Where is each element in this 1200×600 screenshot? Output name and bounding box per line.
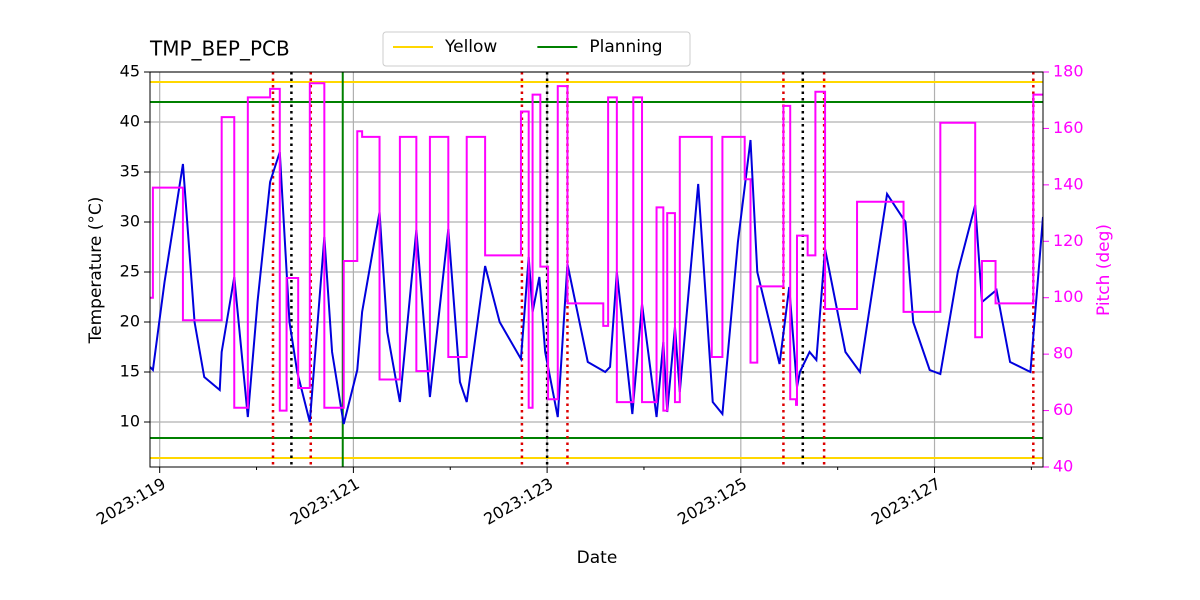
x-tick-label: 2023:123 bbox=[480, 474, 556, 529]
y2-axis-label: Pitch (deg) bbox=[1094, 224, 1114, 316]
y2-tick-label: 80 bbox=[1053, 344, 1073, 363]
y2-tick-label: 180 bbox=[1053, 62, 1084, 81]
y-tick-label: 20 bbox=[120, 312, 140, 331]
y-tick-label: 45 bbox=[120, 62, 140, 81]
y-axis-label: Temperature (°C) bbox=[86, 197, 106, 345]
x-tick-label: 2023:125 bbox=[674, 474, 750, 529]
data-line bbox=[150, 82, 1043, 412]
y2-tick-label: 160 bbox=[1053, 118, 1084, 137]
y-tick-label: 15 bbox=[120, 362, 140, 381]
y2-tick-label: 40 bbox=[1053, 457, 1073, 476]
legend-box bbox=[382, 31, 691, 67]
x-tick-label: 2023:127 bbox=[868, 474, 944, 529]
y2-tick-label: 140 bbox=[1053, 174, 1084, 193]
x-tick-label: 2023:119 bbox=[93, 474, 169, 529]
y2-tick-label: 120 bbox=[1053, 231, 1084, 250]
plot-frame bbox=[149, 71, 1044, 468]
y-tick-label: 30 bbox=[120, 212, 140, 231]
y2-tick-label: 100 bbox=[1053, 287, 1084, 306]
legend-label: Yellow bbox=[444, 37, 497, 57]
y-tick-label: 35 bbox=[120, 162, 140, 181]
data-line bbox=[150, 139, 1043, 425]
x-tick-label: 2023:121 bbox=[287, 474, 363, 529]
plot-area bbox=[150, 72, 1043, 467]
x-axis-label: Date bbox=[577, 548, 618, 568]
y-tick-label: 25 bbox=[120, 262, 140, 281]
legend-label: Planning bbox=[589, 37, 662, 57]
chart-title: TMP_BEP_PCB bbox=[149, 37, 290, 61]
y-tick-label: 40 bbox=[120, 112, 140, 131]
y-tick-label: 10 bbox=[120, 412, 140, 431]
y2-tick-label: 60 bbox=[1053, 400, 1073, 419]
